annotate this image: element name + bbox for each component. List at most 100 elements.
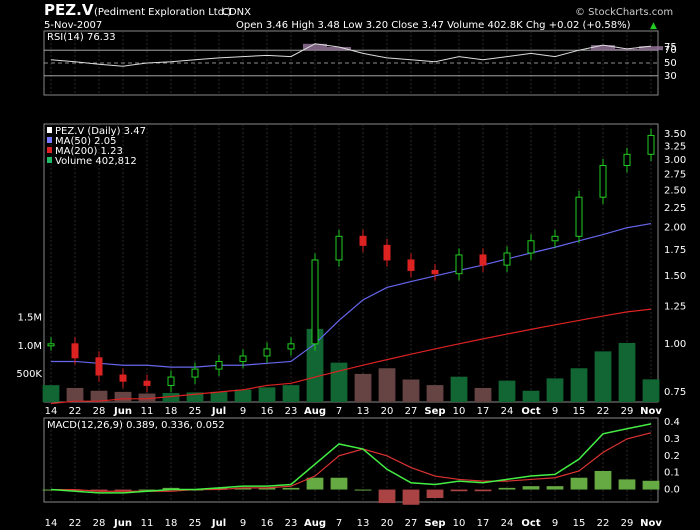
rsi-overbought-fill (591, 45, 615, 51)
candle-body (215, 360, 223, 370)
price-tick-label: 1.50 (664, 271, 686, 282)
rsi-overbought-fill (639, 46, 663, 51)
ohlc-summary: Open 3.46 High 3.48 Low 3.20 Close 3.47 … (236, 20, 631, 31)
rsi-tick-label: 30 (664, 71, 677, 82)
price-tick-label: 3.50 (664, 129, 686, 140)
volume-bar (42, 385, 60, 402)
legend-item: Volume 402,812 (55, 156, 137, 167)
watermark: © StockCharts.com (575, 7, 673, 18)
panel-frame (43, 123, 659, 403)
x-axis-label: 23 (285, 406, 298, 417)
volume-bar (522, 390, 540, 402)
candle-body (407, 259, 415, 271)
x-axis-label: 22 (597, 518, 610, 529)
price-tick-label: 1.75 (664, 245, 686, 256)
x-axis-label: 9 (240, 406, 246, 417)
exchange-label: CDNX (222, 7, 251, 18)
volume-bar (66, 387, 84, 402)
macd-histogram-bar (402, 489, 420, 505)
x-axis-label: Jun (113, 518, 132, 529)
macd-tick-label: 0.4 (664, 417, 680, 428)
x-axis-label: 7 (336, 406, 342, 417)
candle-body (455, 254, 463, 275)
volume-bar (618, 342, 636, 402)
x-axis-label: 7 (336, 518, 342, 529)
rsi-tick-label: 70 (664, 45, 677, 56)
x-axis-label: 20 (381, 518, 394, 529)
volume-bar (570, 368, 588, 402)
x-axis-label: 14 (45, 518, 58, 529)
up-arrow-icon: ▲ (650, 21, 657, 31)
volume-bar (210, 391, 228, 402)
x-axis-label: 17 (477, 518, 490, 529)
x-axis-label: 10 (453, 406, 466, 417)
symbol-title: PEZ.V (44, 1, 94, 19)
volume-bar (402, 379, 420, 402)
volume-bar (138, 393, 156, 402)
macd-histogram-bar (258, 487, 276, 490)
price-tick-label: 0.75 (664, 387, 686, 398)
candle-body (143, 380, 151, 386)
macd-histogram-bar (66, 489, 84, 492)
x-axis-label: 11 (141, 518, 154, 529)
volume-bar (90, 390, 108, 402)
macd-histogram-bar (330, 477, 348, 490)
x-axis-label: 13 (357, 518, 370, 529)
volume-bar (282, 385, 300, 402)
date-label: 5-Nov-2007 (44, 20, 102, 31)
x-axis-label: 17 (477, 406, 490, 417)
x-axis-label: 13 (357, 406, 370, 417)
x-axis-label: 15 (573, 518, 586, 529)
x-axis-label: 24 (501, 518, 514, 529)
legend-swatch (47, 137, 52, 143)
x-axis-label: 29 (621, 518, 634, 529)
x-axis-label: Sep (424, 518, 445, 529)
candle-body (599, 164, 607, 198)
macd-histogram-bar (618, 479, 636, 490)
volume-bar (114, 391, 132, 402)
x-axis-label: Aug (304, 406, 326, 417)
price-tick-label: 2.75 (664, 169, 686, 180)
macd-histogram-bar (90, 489, 108, 492)
candle-body (311, 259, 319, 345)
candle-body (527, 240, 535, 254)
x-axis-label: 22 (597, 406, 610, 417)
macd-histogram-bar (450, 489, 468, 492)
x-axis-label: 14 (45, 406, 58, 417)
candle-body (431, 269, 439, 275)
candle-body (263, 348, 271, 357)
x-axis-label: 16 (261, 406, 274, 417)
macd-histogram-bar (498, 487, 516, 490)
x-axis-label: Nov (640, 406, 662, 417)
volume-bar (474, 387, 492, 402)
x-axis-label: Aug (304, 518, 326, 529)
macd-histogram-bar (282, 487, 300, 490)
x-axis-label: 9 (552, 518, 558, 529)
x-axis-label: 18 (165, 518, 178, 529)
rsi-tick-label: 75 (664, 42, 677, 53)
legend-item: MA(50) 2.05 (55, 136, 116, 147)
volume-tick-label: 1.5M (17, 313, 42, 324)
x-axis-label: 27 (405, 518, 418, 529)
macd-histogram-bar (210, 487, 228, 490)
macd-histogram-bar (594, 470, 612, 490)
macd-histogram-bar (474, 489, 492, 492)
candle-body (623, 153, 631, 166)
macd-line (50, 423, 652, 494)
candle-body (47, 343, 55, 347)
volume-bar (498, 380, 516, 402)
candle-body (359, 235, 367, 246)
legend-swatch (47, 127, 52, 133)
price-tick-label: 2.00 (664, 223, 686, 234)
macd-histogram-bar (570, 477, 588, 490)
x-axis-label: 10 (453, 518, 466, 529)
volume-tick-label: 1.0M (17, 341, 42, 352)
rsi-overbought-fill (327, 47, 351, 51)
candle-body (191, 368, 199, 378)
x-axis-label: 18 (165, 406, 178, 417)
macd-tick-label: 0.1 (664, 468, 680, 479)
candle-body (167, 376, 175, 386)
x-axis-label: 28 (93, 518, 106, 529)
candle-body (95, 357, 103, 376)
macd-histogram-bar (114, 489, 132, 492)
